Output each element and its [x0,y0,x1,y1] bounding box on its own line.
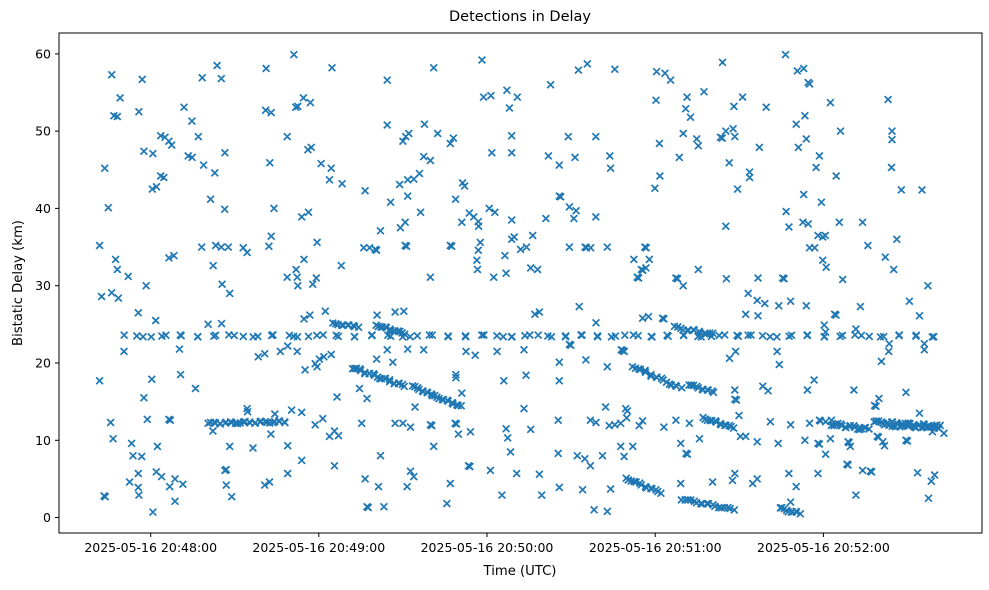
y-tick-label: 10 [35,433,51,448]
y-tick-label: 20 [35,356,51,371]
chart-title: Detections in Delay [449,9,591,25]
detection-markers [95,50,948,518]
y-axis-label: Bistatic Delay (km) [11,220,26,346]
y-tick-label: 0 [43,510,51,525]
scatter-points [95,50,948,518]
x-tick-label: 2025-05-16 20:51:00 [589,540,722,555]
plot-border [58,32,983,534]
y-tick-label: 50 [35,124,51,139]
y-tick-label: 40 [35,201,51,216]
x-tick-label: 2025-05-16 20:48:00 [84,540,217,555]
x-tick-label: 2025-05-16 20:52:00 [757,540,890,555]
x-tick-label: 2025-05-16 20:50:00 [421,540,554,555]
axes: 2025-05-16 20:48:00 2025-05-16 20:49:00 20… [35,32,983,555]
y-tick-label: 30 [35,278,51,293]
x-tick-label: 2025-05-16 20:49:00 [252,540,385,555]
y-tick-label: 60 [35,46,51,61]
x-axis-label: Time (UTC) [483,564,557,579]
